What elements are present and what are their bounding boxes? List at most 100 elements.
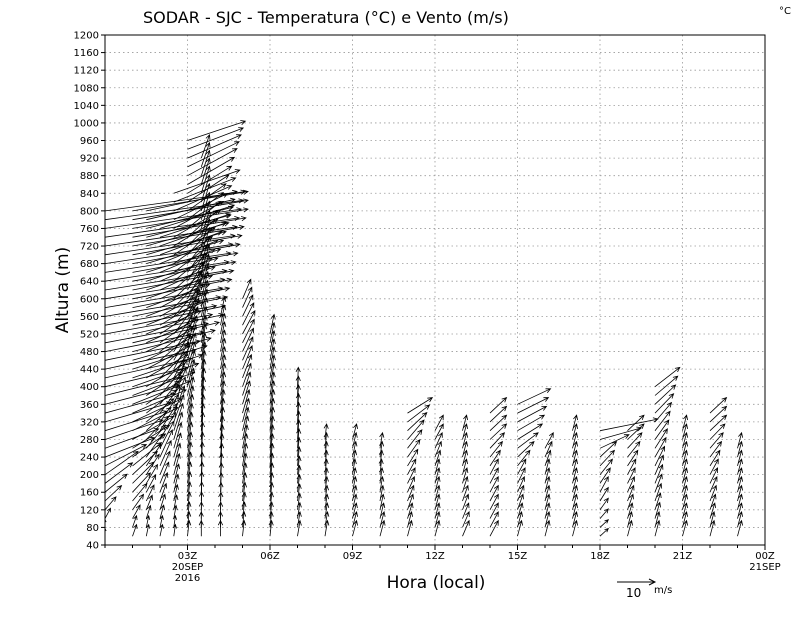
- wind-arrow: [105, 224, 238, 247]
- wind-arrow: [462, 493, 470, 510]
- wind-arrow: [173, 367, 187, 396]
- wind-arrow: [200, 209, 211, 238]
- wind-arrow: [146, 283, 211, 308]
- wind-arrow: [682, 458, 688, 475]
- wind-arrow: [145, 463, 158, 484]
- wind-arrow: [132, 198, 249, 221]
- wind-arrow: [159, 523, 164, 537]
- wind-arrow: [709, 458, 719, 475]
- wind-arrow: [145, 514, 151, 528]
- wind-arrow: [173, 341, 190, 370]
- wind-arrow: [145, 494, 153, 510]
- wind-arrow: [187, 279, 202, 308]
- wind-arrow: [378, 458, 384, 475]
- wind-arrow: [737, 467, 743, 484]
- wind-arrow: [187, 165, 233, 194]
- wind-arrow: [599, 458, 613, 475]
- wind-arrow: [489, 458, 499, 475]
- wind-arrow: [654, 511, 661, 528]
- wind-arrow: [242, 362, 252, 387]
- wind-arrow: [200, 141, 211, 168]
- wind-arrow: [682, 467, 688, 484]
- wind-arrow: [709, 475, 718, 493]
- y-tick-label: 680: [80, 259, 99, 270]
- wind-arrow: [323, 440, 329, 458]
- wind-arrow: [737, 458, 743, 475]
- wind-arrow: [517, 414, 546, 432]
- wind-arrow: [682, 475, 688, 493]
- wind-arrow: [682, 414, 688, 431]
- wind-arrow: [295, 384, 301, 405]
- wind-arrow: [242, 389, 251, 414]
- wind-arrow: [159, 429, 173, 458]
- wind-arrow: [159, 472, 169, 493]
- y-tick-label: 1160: [74, 48, 99, 59]
- wind-arrow: [220, 296, 227, 317]
- wind-arrow: [407, 448, 419, 467]
- wind-arrow: [489, 440, 503, 458]
- wind-arrow: [105, 527, 107, 537]
- wind-arrow: [187, 148, 238, 177]
- wind-arrow: [627, 519, 633, 537]
- wind-arrow: [572, 440, 578, 458]
- wind-arrow: [200, 218, 211, 247]
- wind-arrow: [489, 449, 501, 467]
- wind-arrow: [269, 313, 276, 335]
- x-tick-label: 18Z: [590, 551, 610, 562]
- wind-arrow: [709, 502, 716, 519]
- wind-arrow: [186, 491, 192, 510]
- wind-arrow: [764, 499, 765, 501]
- wind-arrow: [517, 493, 524, 510]
- wind-arrow: [517, 467, 526, 484]
- wind-arrow: [627, 467, 636, 484]
- wind-arrow: [764, 464, 765, 466]
- wind-arrow: [200, 165, 211, 194]
- wind-arrow: [187, 349, 196, 379]
- wind-arrow: [599, 519, 609, 528]
- wind-arrow: [544, 484, 551, 502]
- wind-arrow: [462, 484, 469, 502]
- wind-arrow: [200, 134, 211, 159]
- x-tick-label: 12Z: [425, 551, 445, 562]
- wind-arrow: [200, 323, 208, 352]
- wind-arrow: [407, 419, 425, 440]
- wind-arrow: [146, 265, 216, 291]
- wind-arrow: [682, 484, 688, 502]
- wind-arrow: [295, 401, 301, 422]
- wind-arrow: [709, 519, 716, 537]
- y-tick-label: 440: [80, 365, 99, 376]
- wind-arrow: [627, 511, 633, 528]
- wind-arrow: [242, 371, 252, 396]
- wind-arrow: [572, 511, 578, 528]
- wind-arrow: [145, 473, 157, 493]
- wind-arrow: [709, 511, 716, 528]
- wind-arrow: [379, 519, 386, 537]
- wind-arrow: [654, 519, 661, 537]
- wind-vectors: [105, 120, 765, 537]
- wind-arrow: [242, 397, 250, 423]
- wind-arrow: [572, 502, 578, 519]
- wind-arrow: [489, 423, 508, 440]
- wind-arrow: [654, 482, 663, 502]
- wind-arrow: [132, 286, 231, 308]
- wind-arrow: [379, 431, 385, 449]
- wind-arrow: [434, 423, 444, 440]
- wind-arrow: [434, 511, 441, 528]
- wind-arrow: [709, 396, 728, 414]
- wind-arrow: [462, 431, 468, 449]
- wind-arrow: [132, 313, 225, 335]
- wind-arrow: [187, 200, 222, 229]
- wind-arrow: [159, 204, 236, 229]
- wind-arrow: [517, 458, 527, 475]
- wind-arrow: [218, 452, 224, 475]
- wind-arrow: [200, 200, 211, 229]
- y-tick-label: 40: [86, 541, 99, 552]
- wind-arrow: [173, 432, 182, 458]
- wind-arrow: [599, 449, 616, 467]
- wind-arrow: [517, 397, 550, 414]
- wind-arrow: [173, 358, 188, 387]
- wind-arrow: [489, 476, 499, 493]
- wind-arrow: [105, 428, 160, 449]
- grid: [105, 35, 765, 545]
- wind-arrow: [105, 419, 164, 440]
